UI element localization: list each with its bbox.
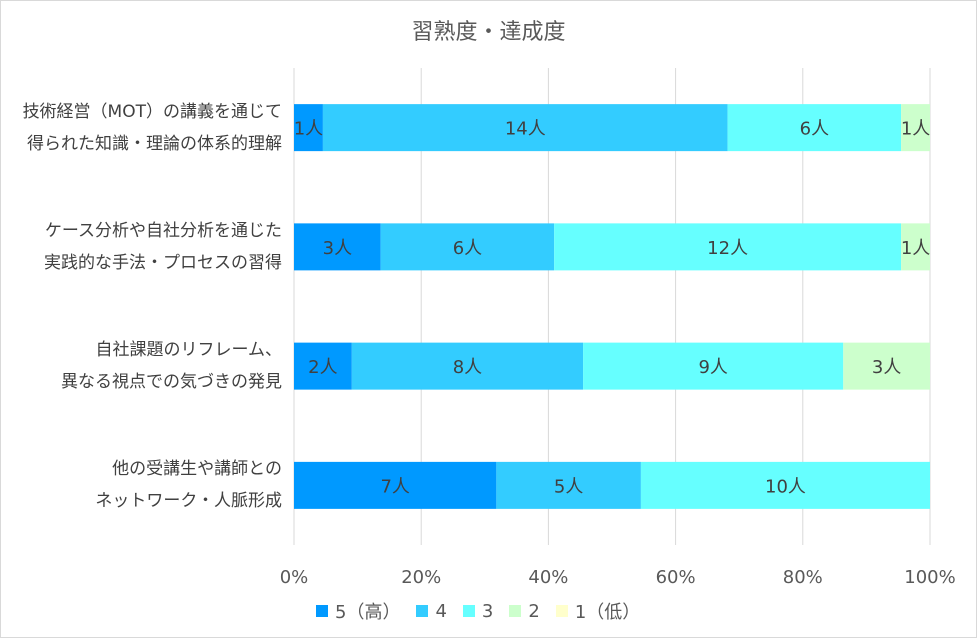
data-label: 2人	[308, 357, 337, 378]
category-label-line: 得られた知識・理論の体系的理解	[27, 133, 282, 154]
bar-segment	[294, 104, 323, 152]
legend-item: 2	[509, 600, 540, 622]
bar-segment	[294, 223, 381, 271]
category-label: 技術経営（MOT）の講義を通じて 得られた知識・理論の体系的理解	[0, 96, 282, 160]
category-label-line: 自社課題のリフレーム、	[95, 340, 283, 361]
data-label: 6人	[453, 238, 482, 259]
legend-swatch	[416, 605, 429, 617]
category-label-line: 他の受講生や講師との	[112, 459, 282, 480]
category-label: 他の受講生や講師とのネットワーク・人脈形成	[0, 453, 282, 517]
data-label: 12人	[707, 238, 748, 259]
data-label: 6人	[800, 119, 829, 140]
legend-label: 4	[435, 600, 447, 622]
legend-label: 2	[528, 600, 540, 622]
category-label-line: 技術経営（MOT）の講義を通じて	[22, 101, 282, 122]
legend-swatch	[509, 605, 522, 617]
legend-item: 3	[462, 600, 494, 622]
bar-segment	[496, 461, 641, 509]
x-tick-label: 0%	[280, 567, 309, 588]
bar-segment	[901, 104, 930, 152]
legend-label: 1（低）	[574, 602, 641, 623]
data-label: 14人	[505, 119, 546, 140]
legend-item: 4	[416, 600, 447, 622]
chart-title: 習熟度・達成度	[411, 20, 566, 45]
legend: 5（高） 4 3 2 1（低）	[316, 598, 656, 624]
data-label: 1人	[294, 119, 323, 140]
data-label: 3人	[323, 238, 352, 259]
category-label-line: 実践的な手法・プロセスの習得	[44, 252, 282, 273]
data-label: 1人	[901, 119, 930, 140]
legend-swatch	[555, 605, 568, 617]
data-label: 9人	[698, 357, 727, 378]
category-label: 自社課題のリフレーム、異なる視点での気づきの発見	[0, 334, 282, 398]
legend-label: 3	[481, 600, 494, 622]
bar-segment	[294, 461, 497, 509]
category-label: ケース分析や自社分析を通じた 実践的な手法・プロセスの習得	[0, 215, 282, 279]
x-tick-label: 60%	[656, 567, 696, 588]
data-label: 8人	[453, 357, 482, 378]
data-label: 1人	[901, 238, 930, 259]
data-label: 7人	[380, 476, 409, 497]
bar-segment	[554, 223, 902, 271]
bar-segment	[901, 223, 930, 271]
bar-segment	[294, 342, 352, 390]
x-tick-label: 40%	[528, 567, 568, 588]
data-label: 10人	[765, 476, 806, 497]
bar-segment	[640, 461, 930, 509]
x-tick-label: 20%	[401, 567, 441, 588]
bar-segment	[380, 223, 555, 271]
bar-segment	[351, 342, 584, 390]
category-label-line: 異なる視点での気づきの発見	[61, 372, 282, 393]
legend-item: 1（低）	[555, 598, 641, 624]
legend-swatch	[316, 605, 328, 617]
legend-swatch	[462, 605, 475, 617]
legend-item: 5（高）	[316, 598, 400, 624]
category-label-line: ケース分析や自社分析を通じた	[44, 220, 282, 241]
bar-segment	[843, 342, 930, 390]
data-label: 3人	[872, 357, 901, 378]
x-tick-label: 100%	[904, 567, 955, 588]
bar-segment	[322, 104, 728, 152]
data-label: 5人	[554, 476, 583, 497]
bar-segment	[583, 342, 844, 390]
category-label-line: ネットワーク・人脈形成	[95, 491, 282, 512]
legend-label: 5（高）	[335, 602, 401, 623]
x-tick-label: 80%	[783, 567, 823, 588]
bar-segment	[727, 104, 902, 152]
